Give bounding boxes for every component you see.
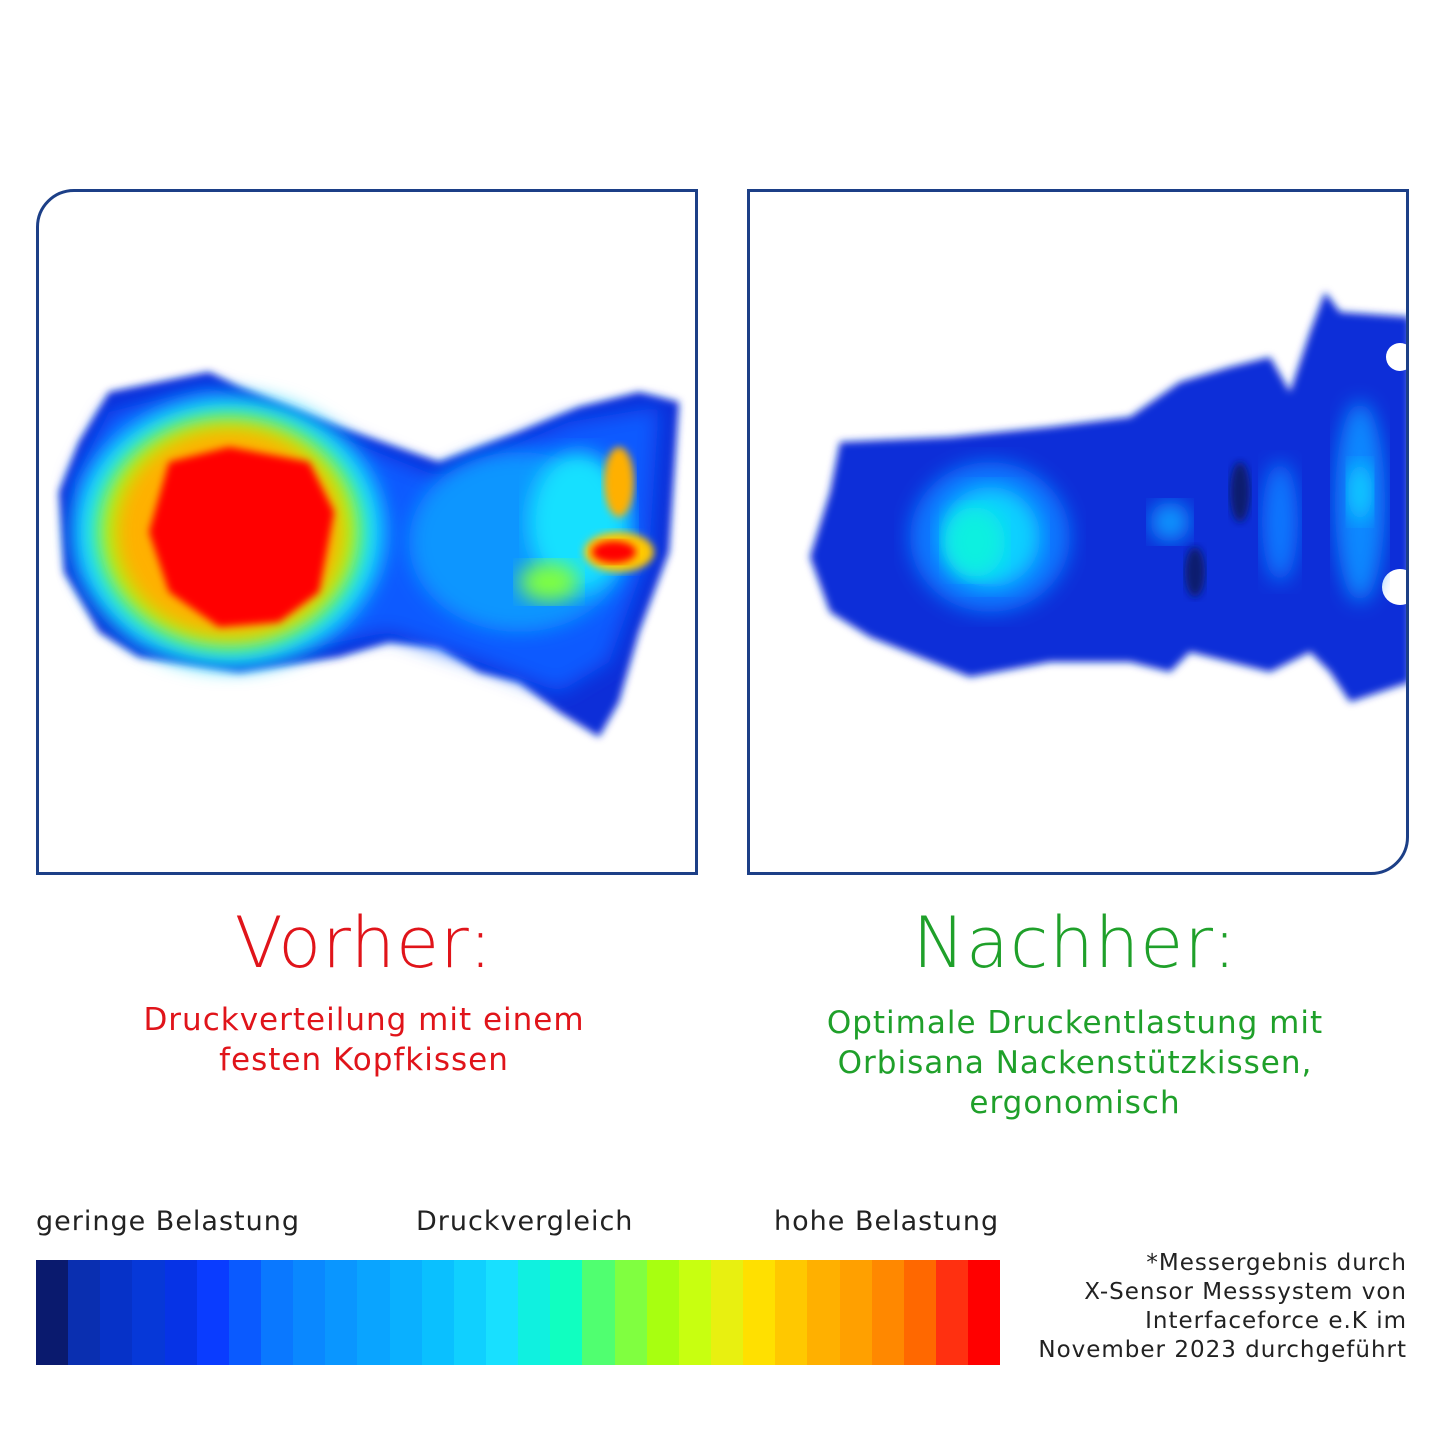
color-scale-step — [935, 1260, 969, 1365]
color-scale-step — [325, 1260, 358, 1365]
pressure-map-before — [36, 189, 698, 875]
color-scale-step — [903, 1260, 936, 1365]
color-scale-step — [68, 1260, 101, 1365]
color-scale-step — [389, 1260, 422, 1365]
color-scale-step — [132, 1260, 165, 1365]
color-scale-step — [775, 1260, 808, 1365]
color-scale-step — [100, 1260, 133, 1365]
after-description-line: Optimale Druckentlastung mit — [826, 1005, 1324, 1041]
pressure-color-scale — [36, 1260, 1001, 1365]
color-scale-step — [582, 1260, 615, 1365]
heatmap-outline — [810, 292, 1406, 702]
color-scale-step — [871, 1260, 904, 1365]
before-heading: Vorher: — [234, 902, 494, 984]
color-scale-step — [485, 1260, 519, 1365]
color-scale-step — [196, 1260, 229, 1365]
color-scale-step — [36, 1260, 69, 1365]
after-description: Optimale Druckentlastung mit Orbisana Na… — [747, 1003, 1403, 1123]
color-scale-step — [164, 1260, 197, 1365]
color-scale-step — [357, 1260, 390, 1365]
scale-low-label: geringe Belastung — [36, 1206, 300, 1237]
color-scale-step — [228, 1260, 261, 1365]
color-scale-step — [678, 1260, 711, 1365]
color-scale-step — [260, 1260, 294, 1365]
color-scale-step — [710, 1260, 744, 1365]
color-scale-step — [839, 1260, 872, 1365]
heatmap-before — [59, 372, 679, 737]
color-scale-step — [293, 1260, 326, 1365]
color-scale-step — [968, 1260, 1001, 1365]
footnote-line: November 2023 durchgeführt — [1038, 1337, 1407, 1363]
after-description-line: Orbisana Nackenstützkissen, — [837, 1045, 1313, 1081]
footnote-line: X-Sensor Messsystem von — [1084, 1279, 1407, 1305]
color-scale-step — [421, 1260, 454, 1365]
footnote: *Messergebnis durch X-Sensor Messsystem … — [1038, 1249, 1407, 1365]
before-description-line: festen Kopfkissen — [219, 1042, 509, 1078]
color-scale-step — [453, 1260, 486, 1365]
color-scale-step — [646, 1260, 679, 1365]
after-heading: Nachher: — [912, 902, 1238, 984]
scale-mid-label: Druckvergleich — [416, 1206, 634, 1237]
before-description-line: Druckverteilung mit einem — [143, 1002, 585, 1038]
after-description-line: ergonomisch — [969, 1085, 1181, 1121]
heatmap-after — [810, 292, 1406, 702]
color-scale-step — [807, 1260, 840, 1365]
color-scale-step — [614, 1260, 647, 1365]
scale-high-label: hohe Belastung — [774, 1206, 1000, 1237]
footnote-line: Interfaceforce e.K im — [1145, 1308, 1407, 1334]
before-description: Druckverteilung mit einem festen Kopfkis… — [36, 1000, 692, 1080]
color-scale-step — [550, 1260, 583, 1365]
footnote-line: *Messergebnis durch — [1146, 1250, 1407, 1276]
color-scale-step — [743, 1260, 776, 1365]
color-scale-step — [518, 1260, 551, 1365]
pressure-map-after — [747, 189, 1409, 875]
